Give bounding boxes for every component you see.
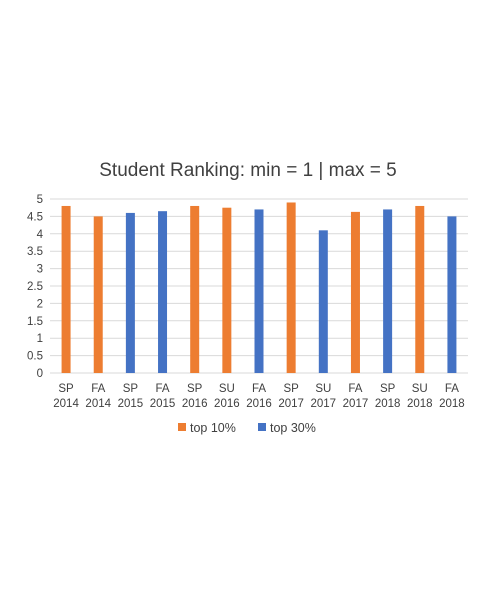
x-tick-label: 2018 <box>439 398 465 410</box>
bar <box>415 205 425 373</box>
x-tick-label: SP <box>58 383 74 395</box>
bar <box>318 230 328 373</box>
x-tick-label: 2016 <box>246 398 272 410</box>
legend-swatch <box>258 423 266 431</box>
bar <box>350 211 360 373</box>
y-tick-label: 4 <box>37 229 44 241</box>
y-tick-label: 3 <box>37 264 43 276</box>
y-tick-label: 1.5 <box>27 316 43 328</box>
x-tick-label: SU <box>412 383 428 395</box>
x-tick-label: SP <box>123 383 139 395</box>
x-tick-label: SU <box>315 383 331 395</box>
x-tick-label: 2018 <box>375 398 401 410</box>
bar <box>125 212 135 373</box>
x-tick-label: FA <box>348 383 362 395</box>
x-tick-label: 2016 <box>182 398 208 410</box>
bar <box>447 216 457 373</box>
x-tick-label: 2015 <box>118 398 144 410</box>
y-tick-label: 0 <box>37 368 43 380</box>
x-tick-label: 2016 <box>214 398 240 410</box>
x-tick-label: FA <box>445 383 459 395</box>
y-tick-label: 4.5 <box>27 211 43 223</box>
x-tick-label: FA <box>91 383 105 395</box>
x-tick-label: SU <box>219 383 235 395</box>
x-tick-label: FA <box>156 383 170 395</box>
bar <box>93 216 103 373</box>
y-tick-label: 3.5 <box>27 246 43 258</box>
bar <box>61 205 71 373</box>
y-tick-label: 1 <box>37 333 43 345</box>
x-axis-ticks: SP 2014 FA 2014 SP 2015 FA 2015 SP 2016 SU 2016 FA 20… <box>53 383 464 410</box>
bars <box>61 202 457 373</box>
x-tick-label: 2015 <box>150 398 176 410</box>
legend-swatch <box>178 423 186 431</box>
x-tick-label: FA <box>252 383 266 395</box>
chart-title: Student Ranking: min = 1 | max = 5 <box>99 160 397 181</box>
bar <box>158 211 168 373</box>
bar <box>286 202 296 373</box>
bar <box>254 209 264 373</box>
x-tick-label: 2018 <box>407 398 433 410</box>
x-tick-label: 2017 <box>343 398 369 410</box>
x-tick-label: SP <box>187 383 203 395</box>
y-tick-label: 5 <box>37 194 43 206</box>
x-tick-label: 2014 <box>53 398 79 410</box>
legend-label: top 30% <box>270 421 316 435</box>
y-tick-label: 2 <box>37 298 43 310</box>
x-tick-label: SP <box>380 383 396 395</box>
y-tick-label: 0.5 <box>27 351 43 363</box>
x-tick-label: 2017 <box>278 398 304 410</box>
bar <box>190 205 200 373</box>
bar <box>383 209 393 373</box>
y-axis-ticks: 0 0.5 1 1.5 2 2.5 3 3.5 4 4.5 5 <box>27 194 44 380</box>
bar <box>222 207 232 373</box>
x-tick-label: 2014 <box>85 398 111 410</box>
y-tick-label: 2.5 <box>27 281 43 293</box>
x-tick-label: SP <box>283 383 299 395</box>
legend-label: top 10% <box>190 421 236 435</box>
legend: top 10% top 30% <box>178 421 316 435</box>
x-tick-label: 2017 <box>311 398 337 410</box>
